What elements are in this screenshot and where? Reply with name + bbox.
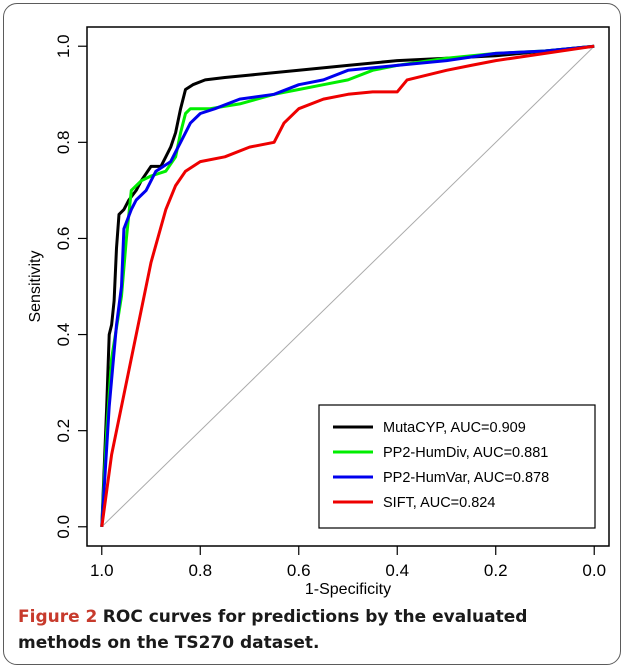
- y-tick-label: 0.8: [54, 131, 73, 155]
- y-tick-label: 0.6: [54, 227, 73, 251]
- roc-curve-series-3: [100, 44, 595, 527]
- x-axis-label: 1-Specificity: [305, 581, 391, 598]
- figure-number: Figure 2: [18, 607, 98, 627]
- y-tick-label: 0.0: [54, 515, 73, 539]
- x-tick-label: 0.6: [287, 561, 311, 580]
- figure-frame: [3, 3, 621, 665]
- x-tick-label: 0.2: [484, 561, 508, 580]
- legend-entry: PP2-HumDiv, AUC=0.881: [383, 445, 548, 461]
- y-tick-label: 0.4: [54, 323, 73, 347]
- y-tick-label: 1.0: [54, 34, 73, 58]
- roc-chart: 1.0 0.8 0.6 0.4 0.2 0.0 0.0 0.2 0.4 0.6 0.8 1.0 1-Sp…: [27, 26, 610, 598]
- legend-entry: SIFT, AUC=0.824: [383, 495, 495, 511]
- x-tick-label: 1.0: [90, 561, 114, 580]
- roc-curve-series-4: [100, 44, 595, 528]
- x-tick-label: 0.4: [385, 561, 409, 580]
- legend-entry: PP2-HumVar, AUC=0.878: [383, 470, 549, 486]
- y-tick-label: 0.2: [54, 419, 73, 443]
- x-tick-label: 0.0: [582, 561, 606, 580]
- roc-curve-series-1: [100, 44, 595, 527]
- caption-text: ROC curves for predictions by the evalua…: [18, 607, 528, 653]
- y-axis-label: Sensitivity: [27, 250, 44, 322]
- figure-caption: Figure 2 ROC curves for predictions by t…: [18, 604, 613, 656]
- legend-entry: MutaCYP, AUC=0.909: [383, 420, 526, 436]
- plot-area-border: [86, 26, 610, 547]
- diagonal-reference-line: [101, 45, 595, 528]
- x-tick-label: 0.8: [188, 561, 212, 580]
